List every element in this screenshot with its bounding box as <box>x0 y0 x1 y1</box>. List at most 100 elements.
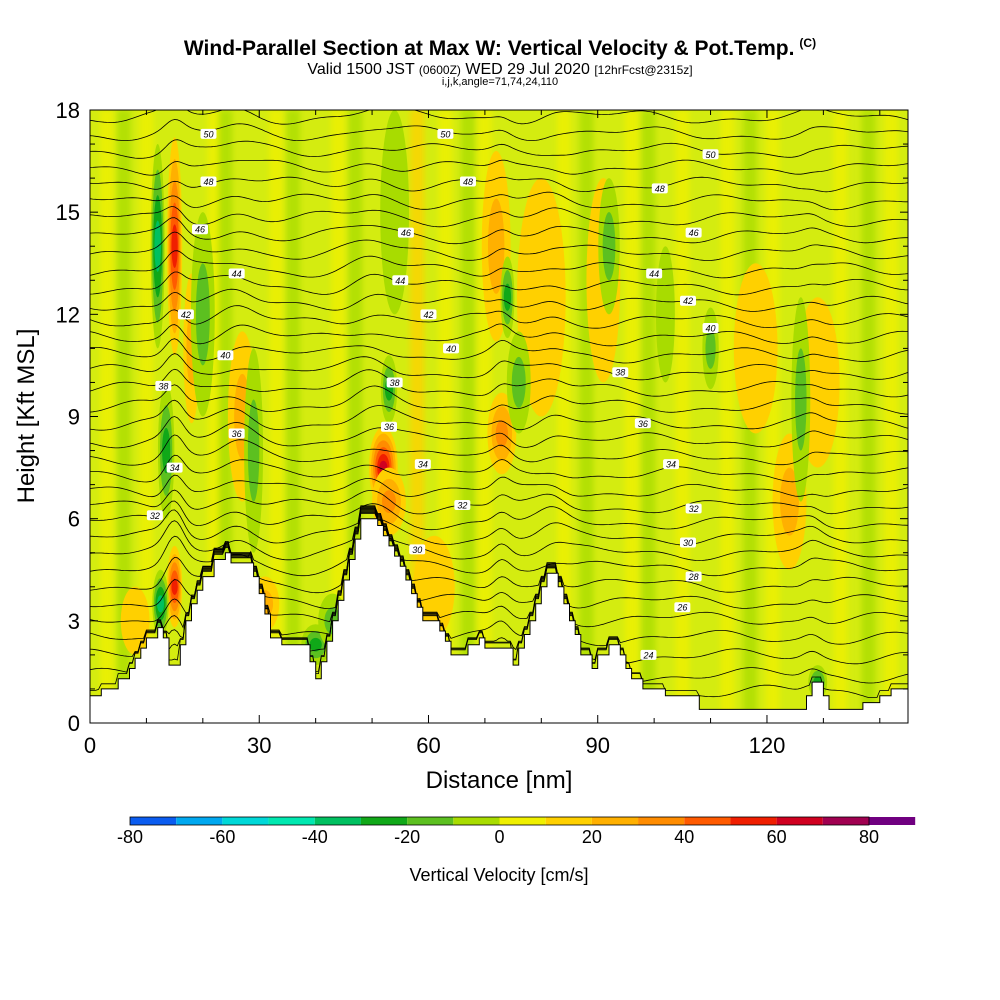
contour-label-text: 38 <box>390 378 400 388</box>
isentrope-line <box>90 510 908 647</box>
isentrope-line <box>90 454 908 483</box>
colorbar-frame <box>129 816 870 826</box>
plot-area: 50 50 50 48 48 48 46 46 46 44 44 44 42 42 42 40 40 40 38 38… <box>90 110 908 723</box>
contour-label: 46 <box>685 227 702 238</box>
contour-label-text: 34 <box>666 460 676 470</box>
contour-label-box <box>702 149 719 160</box>
contour-label-box <box>380 421 397 432</box>
contour-label-box <box>646 268 663 279</box>
colorbar-tick-label: 40 <box>674 827 694 847</box>
contour-label: 40 <box>443 343 460 354</box>
contour-label-text: 40 <box>706 323 716 333</box>
isentrope-line <box>90 305 908 329</box>
x-tick-label: 0 <box>84 733 96 758</box>
contour-label: 44 <box>392 275 409 286</box>
contour-label-box <box>674 602 691 613</box>
isentrope-line <box>90 231 908 261</box>
contour-label-box <box>228 428 245 439</box>
y-tick-label: 3 <box>68 609 80 634</box>
contour-label: 44 <box>228 268 245 279</box>
contour-label: 36 <box>380 421 397 432</box>
contour-label-text: 40 <box>446 344 456 354</box>
isentrope-line <box>90 507 908 594</box>
contour-label: 44 <box>646 268 663 279</box>
isentrope-line <box>90 206 908 228</box>
contour-label-box <box>177 309 194 320</box>
isentrope-line <box>90 513 908 698</box>
colorbar-swatch <box>591 817 639 825</box>
isentrope-line <box>90 323 908 347</box>
isentrope-line <box>90 288 908 312</box>
contour-label-text: 50 <box>440 129 450 139</box>
isentrope-line <box>90 500 908 531</box>
x-axis: 0 30 60 90 120 <box>84 110 881 758</box>
stream-band <box>460 110 475 723</box>
colorbar-tick-label: -40 <box>302 827 328 847</box>
colorbar-tick-label: -60 <box>209 827 235 847</box>
contour-label: 50 <box>437 128 454 139</box>
downdraft-cell <box>602 212 616 281</box>
updraft-cell <box>171 224 178 269</box>
contour-label-box <box>459 176 476 187</box>
contour-label-box <box>397 227 414 238</box>
contour-label-text: 34 <box>418 460 428 470</box>
contour-label-text: 42 <box>181 310 191 320</box>
colorbar-swatch <box>869 817 916 825</box>
contour-label-text: 36 <box>638 419 648 429</box>
contour-label-box <box>392 275 409 286</box>
contour-label-box <box>166 462 183 473</box>
contour-label-text: 30 <box>412 545 422 555</box>
contour-label-text: 42 <box>683 296 693 306</box>
isentropes <box>90 110 908 698</box>
colorbar-tick-label: -20 <box>394 827 420 847</box>
stream-band <box>99 110 114 723</box>
contour-label-box <box>679 537 696 548</box>
contour-label-box <box>155 380 172 391</box>
updraft-cell <box>171 578 178 595</box>
downdraft-cell <box>156 595 165 613</box>
isentrope-line <box>90 353 908 381</box>
contour-label: 36 <box>634 418 651 429</box>
contour-label-text: 28 <box>688 572 699 582</box>
contour-label-text: 26 <box>676 603 687 613</box>
stream-band <box>720 110 735 723</box>
contour-label-text: 38 <box>615 368 625 378</box>
contour-label: 30 <box>409 544 426 555</box>
contour-label-box <box>443 343 460 354</box>
y-tick-label: 18 <box>56 98 80 123</box>
contour-label: 30 <box>679 537 696 548</box>
contour-label: 40 <box>217 350 234 361</box>
updraft-cell <box>733 263 778 434</box>
downdraft-cell <box>309 637 322 652</box>
downdraft-cell <box>655 246 675 383</box>
downdraft-cell <box>503 283 512 311</box>
contour-label-text: 48 <box>655 184 665 194</box>
x-tick-label: 60 <box>416 733 440 758</box>
contour-label: 42 <box>679 295 696 306</box>
colorbar-swatch <box>499 817 546 825</box>
stream-band <box>861 110 876 723</box>
contour-label: 50 <box>200 128 217 139</box>
contour-label-text: 40 <box>220 351 230 361</box>
contour-label-box <box>409 544 426 555</box>
contour-label-box <box>685 571 702 582</box>
downdraft-cell <box>795 348 807 451</box>
contour-label-box <box>217 350 234 361</box>
contour-label-box <box>192 224 209 235</box>
contour-label: 32 <box>146 510 163 521</box>
contour-label-box <box>685 227 702 238</box>
x-tick-label: 90 <box>585 733 609 758</box>
terrain <box>90 518 908 723</box>
contour-label-box <box>679 295 696 306</box>
stream-band <box>286 110 301 723</box>
contour-label-box <box>414 459 431 470</box>
contour-label-box <box>612 367 629 378</box>
contour-label-text: 44 <box>232 269 242 279</box>
isentrope-line <box>90 512 908 684</box>
isentrope-line <box>90 511 908 665</box>
contour-label-text: 46 <box>401 228 411 238</box>
chart-title: Wind-Parallel Section at Max W: Vertical… <box>183 36 817 60</box>
contour-label-text: 32 <box>689 504 699 514</box>
contour-label-text: 42 <box>423 310 433 320</box>
